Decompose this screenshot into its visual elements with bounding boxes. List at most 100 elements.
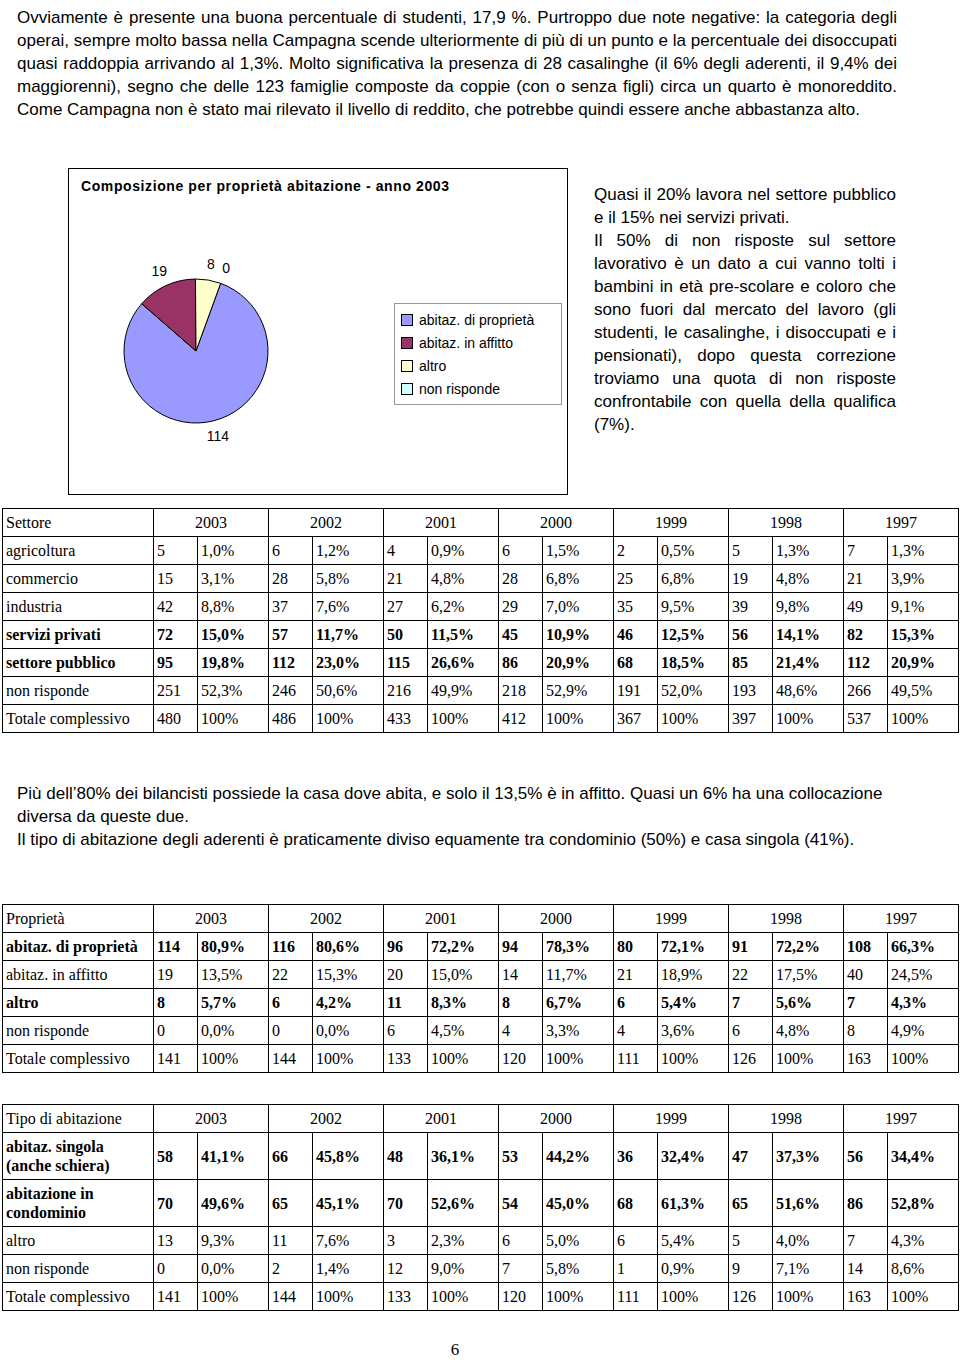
html-text:41,1%: 41,1% [201, 1147, 245, 1165]
html-text:26,6%: 26,6% [431, 654, 475, 671]
html-text:3,1%: 3,1% [201, 570, 235, 587]
html-text:4,8%: 4,8% [776, 570, 810, 587]
html-text:100%: 100% [316, 710, 354, 727]
html-text:49,9%: 49,9% [431, 682, 473, 699]
html-text:6,2%: 6,2% [431, 598, 465, 615]
html-text:agricoltura: agricoltura [6, 542, 76, 559]
html-text:52,3%: 52,3% [201, 682, 243, 699]
html-text:abitaz. singola (anche schiera: abitaz. singola (anche schiera) [6, 1138, 110, 1174]
html-text:abitazione in condominio: abitazione in condominio [6, 1185, 94, 1221]
html-text:52,8%: 52,8% [891, 1194, 935, 1212]
html-text:9,1%: 9,1% [891, 598, 925, 615]
html-text:11,7%: 11,7% [316, 626, 360, 643]
html-text:non risponde: non risponde [419, 380, 500, 397]
html-text:3,9%: 3,9% [891, 570, 925, 587]
html-text:2000: 2000 [540, 514, 572, 531]
html-text:15,0%: 15,0% [201, 626, 245, 643]
html-text:9,8%: 9,8% [776, 598, 810, 615]
html-text:11,5%: 11,5% [431, 626, 475, 643]
html-text:8,8%: 8,8% [201, 598, 235, 615]
html-text:480: 480 [157, 710, 181, 727]
html-text:7,6%: 7,6% [316, 598, 350, 615]
html-text:18,5%: 18,5% [661, 654, 705, 671]
html-text:246: 246 [272, 682, 296, 699]
html-text:2001: 2001 [425, 514, 457, 531]
html-text:44,2%: 44,2% [546, 1147, 590, 1165]
html-text:1,3%: 1,3% [776, 542, 810, 559]
html-text:Totale complessivo: Totale complessivo [6, 710, 130, 727]
html-text:266: 266 [847, 682, 871, 699]
html-text:112: 112 [272, 654, 296, 671]
html-text:100%: 100% [201, 710, 239, 727]
html-text:251: 251 [157, 682, 181, 699]
html-text:45,8%: 45,8% [316, 1147, 360, 1165]
html-text:115: 115 [387, 654, 411, 671]
html-text:Il 50% di non risposte sul set: Il 50% di non risposte sul settore lavor… [594, 231, 896, 434]
html-text:49,6%: 49,6% [201, 1194, 245, 1212]
html-text:Quasi il 20% lavora nel settor: Quasi il 20% lavora nel settore pubblico… [594, 185, 896, 227]
svg-text:8: 8 [207, 256, 215, 272]
html-text:9,5%: 9,5% [661, 598, 695, 615]
html-text:52,9%: 52,9% [546, 682, 588, 699]
html-text:15,3%: 15,3% [891, 626, 935, 643]
html-text:1997: 1997 [885, 514, 917, 531]
html-text:1998: 1998 [770, 514, 802, 531]
html-text:45,1%: 45,1% [316, 1194, 360, 1212]
html-text:abitaz. in affitto: abitaz. in affitto [419, 334, 513, 351]
svg-text:114: 114 [207, 428, 230, 444]
html-text:2003: 2003 [195, 514, 227, 531]
html-text:48,6%: 48,6% [776, 682, 818, 699]
html-text:7,0%: 7,0% [546, 598, 580, 615]
html-text:10,9%: 10,9% [546, 626, 590, 643]
html-text:industria: industria [6, 598, 62, 615]
html-text:abitaz. di proprietà: abitaz. di proprietà [419, 311, 535, 328]
html-text:0,9%: 0,9% [431, 542, 465, 559]
html-text:0,5%: 0,5% [661, 542, 695, 559]
html-text:Il tipo di abitazione degli ad: Il tipo di abitazione degli aderenti è p… [17, 830, 855, 849]
html-text:20,9%: 20,9% [891, 654, 935, 671]
html-text:20,9%: 20,9% [546, 654, 590, 671]
html-text:14,1%: 14,1% [776, 626, 820, 643]
html-text:112: 112 [847, 654, 871, 671]
html-text:commercio: commercio [6, 570, 78, 587]
html-text:52,6%: 52,6% [431, 1194, 475, 1212]
html-text:50,6%: 50,6% [316, 682, 358, 699]
html-text:51,6%: 51,6% [776, 1194, 820, 1212]
html-text:34,4%: 34,4% [891, 1147, 935, 1165]
svg-text:0: 0 [222, 260, 230, 276]
html-text:49,5%: 49,5% [891, 682, 933, 699]
html-text:193: 193 [732, 682, 756, 699]
html-text:1,3%: 1,3% [891, 542, 925, 559]
html-text:1,2%: 1,2% [316, 542, 350, 559]
html-text:Più dell’80% dei bilancisti po: Più dell’80% dei bilancisti possiede la … [17, 784, 883, 826]
svg-text:19: 19 [151, 263, 167, 279]
html-text:52,0%: 52,0% [661, 682, 703, 699]
html-text:servizi privati: servizi privati [6, 626, 101, 643]
html-text:191: 191 [617, 682, 641, 699]
html-text:486: 486 [272, 710, 296, 727]
html-text:5,8%: 5,8% [316, 570, 350, 587]
html-text:21,4%: 21,4% [776, 654, 820, 671]
html-text:37,3%: 37,3% [776, 1147, 820, 1165]
html-text:altro: altro [419, 357, 447, 374]
html-text:6,8%: 6,8% [661, 570, 695, 587]
html-text:218: 218 [502, 682, 526, 699]
html-text:32,4%: 32,4% [661, 1147, 705, 1165]
html-text:1999: 1999 [655, 514, 687, 531]
html-text:2002: 2002 [310, 514, 342, 531]
html-text:12,5%: 12,5% [661, 626, 705, 643]
html-text:216: 216 [387, 682, 411, 699]
html-text:45,0%: 45,0% [546, 1194, 590, 1212]
html-text:61,3%: 61,3% [661, 1194, 705, 1212]
html-text:non risponde: non risponde [6, 682, 90, 699]
html-text:Ovviamente è presente una buon: Ovviamente è presente una buona percentu… [17, 8, 897, 119]
html-text:23,0%: 23,0% [316, 654, 360, 671]
html-text:4,8%: 4,8% [431, 570, 465, 587]
html-text:Settore: Settore [6, 514, 52, 531]
html-text:6,8%: 6,8% [546, 570, 580, 587]
html-text:1,0%: 1,0% [201, 542, 235, 559]
html-text:36,1%: 36,1% [431, 1147, 475, 1165]
html-text:1,5%: 1,5% [546, 542, 580, 559]
html-text:settore pubblico: settore pubblico [6, 654, 116, 671]
html-text:19,8%: 19,8% [201, 654, 245, 671]
